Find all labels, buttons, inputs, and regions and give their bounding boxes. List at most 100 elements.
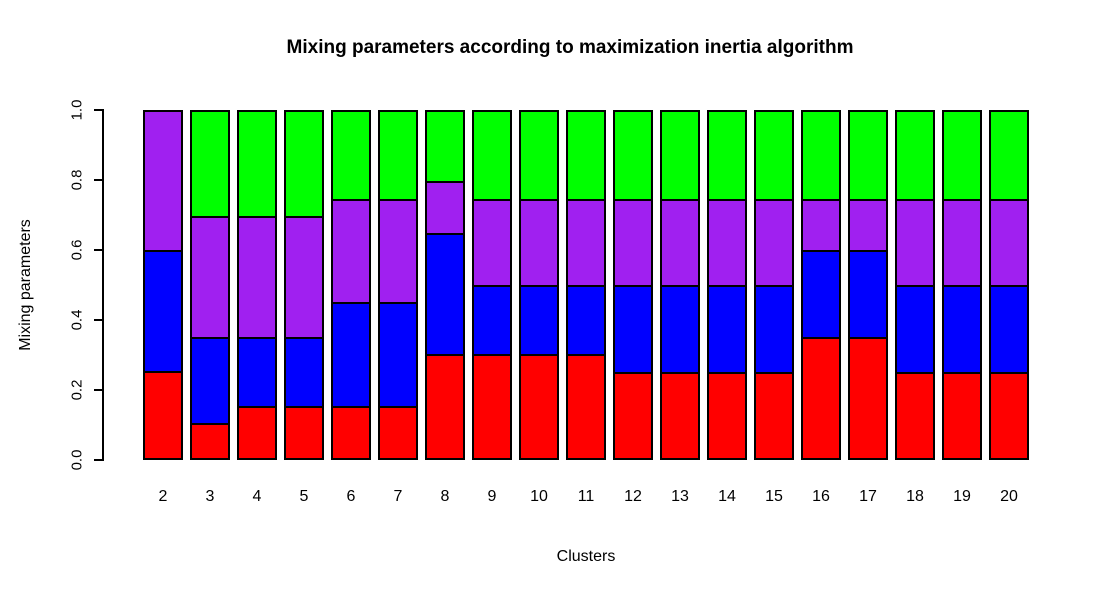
y-tick-label: 0.4 xyxy=(68,309,86,331)
bar-segment-component-4-green xyxy=(850,112,886,199)
bar-cluster-13 xyxy=(660,110,700,460)
bar-cluster-7 xyxy=(378,110,418,460)
bar-segment-component-2-blue xyxy=(991,285,1027,372)
bar-segment-component-3-purple xyxy=(615,198,651,285)
y-tick-label: 0.8 xyxy=(68,169,86,191)
bar-segment-component-1-red xyxy=(897,371,933,458)
y-tick-label: 0.6 xyxy=(68,239,86,261)
bar-segment-component-1-red xyxy=(286,406,322,458)
bar-cluster-14 xyxy=(707,110,747,460)
x-tick-label: 3 xyxy=(205,488,215,505)
bar-segment-component-3-purple xyxy=(944,198,980,285)
bar-segment-component-4-green xyxy=(944,112,980,199)
bar-segment-component-1-red xyxy=(709,371,745,458)
bar-cluster-12 xyxy=(613,110,653,460)
bar-cluster-2 xyxy=(143,110,183,460)
bar-segment-component-4-green xyxy=(427,112,463,182)
y-tick-mark xyxy=(94,319,102,321)
bar-segment-component-4-green xyxy=(380,112,416,199)
x-tick-label: 18 xyxy=(906,488,924,505)
bar-segment-component-4-green xyxy=(568,112,604,199)
chart-title: Mixing parameters according to maximizat… xyxy=(286,37,854,58)
bar-segment-component-2-blue xyxy=(803,250,839,337)
bar-segment-component-2-blue xyxy=(944,285,980,372)
bar-segment-component-2-blue xyxy=(333,302,369,407)
bar-segment-component-2-blue xyxy=(239,336,275,407)
bar-segment-component-4-green xyxy=(897,112,933,199)
bar-cluster-19 xyxy=(942,110,982,460)
y-tick-mark xyxy=(94,249,102,251)
bar-segment-component-2-blue xyxy=(474,285,510,355)
bar-segment-component-3-purple xyxy=(662,198,698,285)
x-tick-label: 9 xyxy=(487,488,497,505)
bar-segment-component-3-purple xyxy=(897,198,933,285)
x-tick-label: 20 xyxy=(1000,488,1018,505)
bar-segment-component-2-blue xyxy=(850,250,886,337)
bar-segment-component-3-purple xyxy=(333,198,369,303)
bar-segment-component-2-blue xyxy=(897,285,933,372)
bar-segment-component-4-green xyxy=(615,112,651,199)
bar-segment-component-1-red xyxy=(944,371,980,458)
bar-segment-component-1-red xyxy=(615,371,651,458)
x-tick-label: 12 xyxy=(624,488,642,505)
bar-segment-component-2-blue xyxy=(568,285,604,355)
bar-segment-component-1-red xyxy=(145,371,181,458)
bar-segment-component-2-blue xyxy=(427,233,463,355)
x-tick-label: 10 xyxy=(530,488,548,505)
x-tick-label: 2 xyxy=(158,488,168,505)
y-tick-label: 0.0 xyxy=(68,449,86,471)
bar-segment-component-3-purple xyxy=(427,181,463,234)
bar-cluster-18 xyxy=(895,110,935,460)
bar-segment-component-3-purple xyxy=(991,198,1027,285)
x-tick-label: 16 xyxy=(812,488,830,505)
bar-segment-component-1-red xyxy=(803,336,839,458)
bar-segment-component-3-purple xyxy=(239,215,275,337)
bar-segment-component-4-green xyxy=(286,112,322,216)
x-tick-label: 5 xyxy=(299,488,309,505)
bar-segment-component-1-red xyxy=(756,371,792,458)
y-tick-mark xyxy=(94,459,102,461)
x-tick-label: 11 xyxy=(577,488,595,505)
bar-segment-component-3-purple xyxy=(474,198,510,285)
bar-segment-component-4-green xyxy=(756,112,792,199)
bar-cluster-16 xyxy=(801,110,841,460)
bar-segment-component-3-purple xyxy=(709,198,745,285)
x-tick-label: 15 xyxy=(765,488,783,505)
x-tick-label: 4 xyxy=(252,488,262,505)
bar-cluster-20 xyxy=(989,110,1029,460)
x-tick-label: 13 xyxy=(671,488,689,505)
bar-segment-component-3-purple xyxy=(803,198,839,251)
bar-segment-component-3-purple xyxy=(850,198,886,251)
x-tick-label: 8 xyxy=(440,488,450,505)
bar-segment-component-3-purple xyxy=(521,198,557,285)
bar-segment-component-1-red xyxy=(850,336,886,458)
bar-cluster-3 xyxy=(190,110,230,460)
bar-segment-component-1-red xyxy=(427,354,463,458)
y-axis-label: Mixing parameters xyxy=(17,219,34,351)
bar-segment-component-1-red xyxy=(380,406,416,458)
bar-segment-component-2-blue xyxy=(286,336,322,407)
bar-segment-component-4-green xyxy=(662,112,698,199)
bar-segment-component-4-green xyxy=(239,112,275,216)
bar-segment-component-2-blue xyxy=(662,285,698,372)
bar-segment-component-4-green xyxy=(192,112,228,216)
y-tick-mark xyxy=(94,179,102,181)
bar-segment-component-2-blue xyxy=(521,285,557,355)
bar-segment-component-1-red xyxy=(568,354,604,458)
bar-segment-component-4-green xyxy=(474,112,510,199)
bar-segment-component-2-blue xyxy=(615,285,651,372)
x-axis-label: Clusters xyxy=(556,548,616,565)
bar-cluster-4 xyxy=(237,110,277,460)
bar-segment-component-4-green xyxy=(521,112,557,199)
bar-segment-component-1-red xyxy=(333,406,369,458)
x-tick-label: 6 xyxy=(346,488,356,505)
bar-cluster-17 xyxy=(848,110,888,460)
y-tick-mark xyxy=(94,109,102,111)
x-tick-label: 7 xyxy=(393,488,403,505)
x-tick-label: 14 xyxy=(718,488,736,505)
bar-segment-component-1-red xyxy=(521,354,557,458)
bar-segment-component-1-red xyxy=(192,423,228,458)
y-tick-label: 0.2 xyxy=(68,379,86,401)
y-tick-mark xyxy=(94,389,102,391)
